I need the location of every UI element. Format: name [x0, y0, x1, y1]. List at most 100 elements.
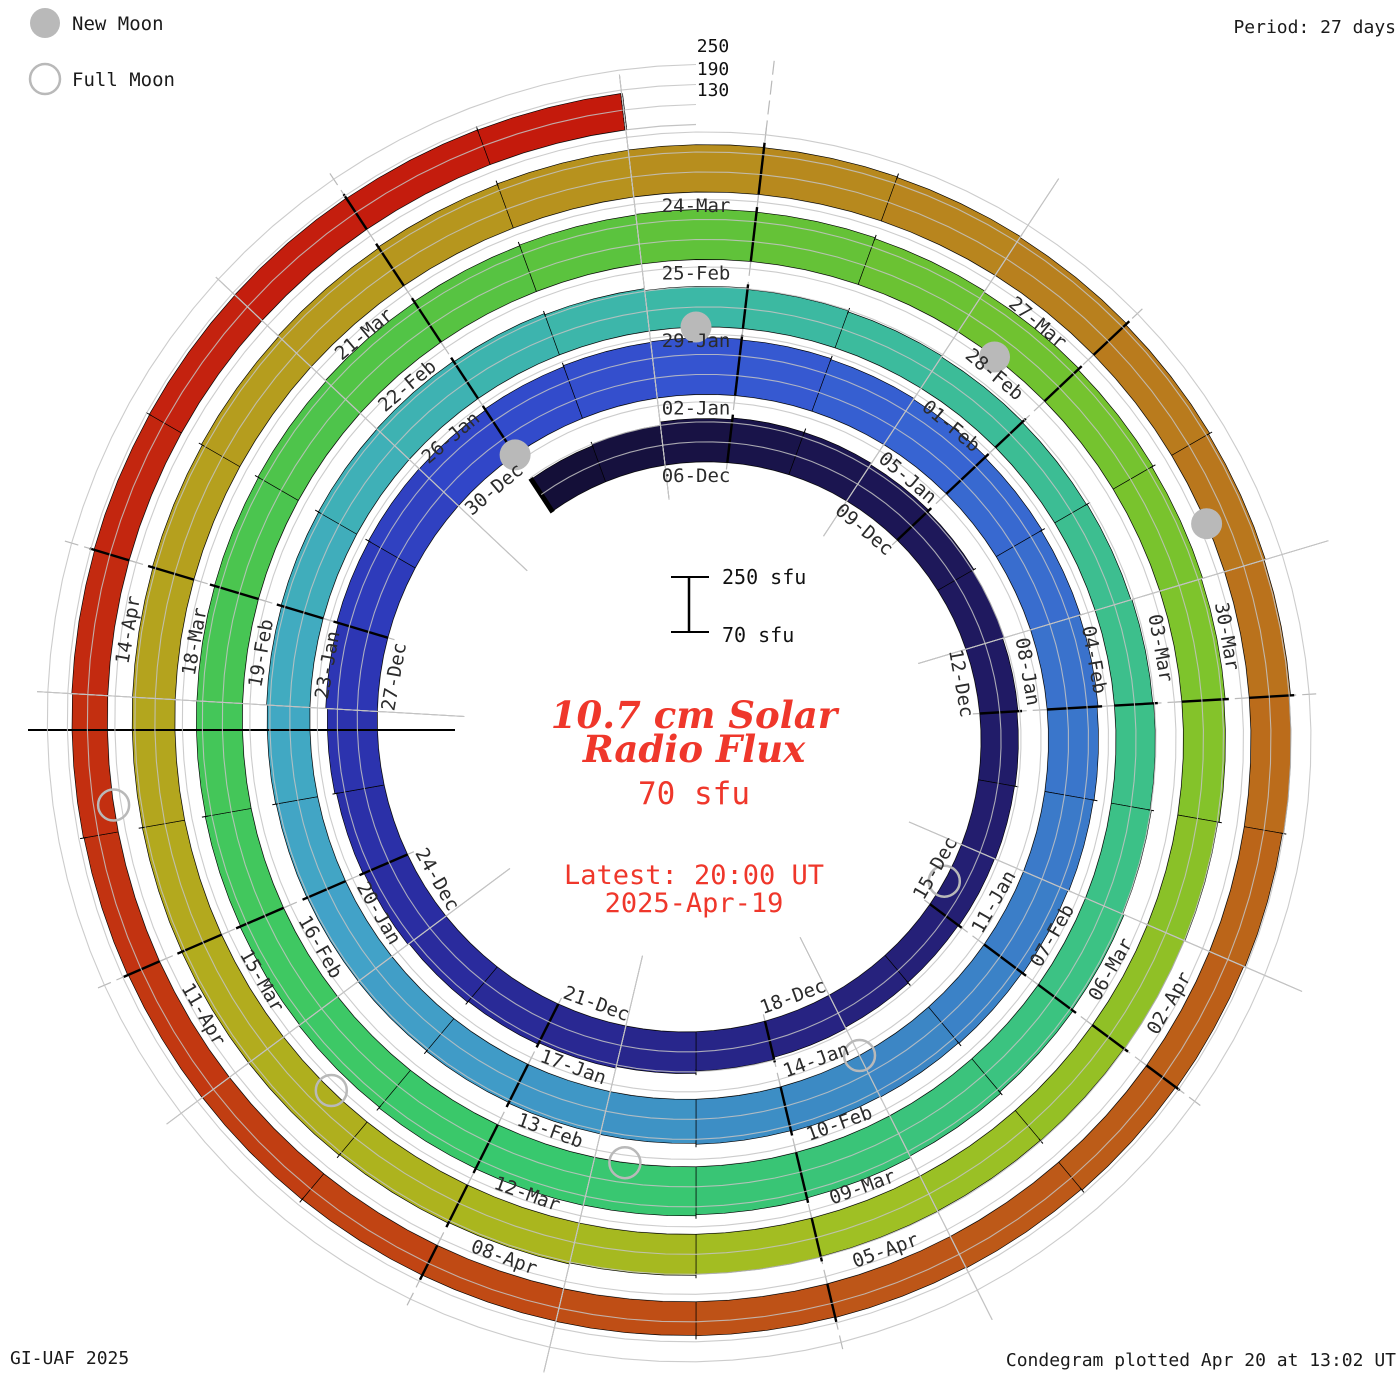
- day-tick: [138, 826, 145, 829]
- flux-day-segment: [1044, 706, 1099, 801]
- gridline-130sfu: [86, 103, 1272, 1323]
- three-day-divider: [1181, 697, 1229, 703]
- three-day-divider: [757, 142, 766, 195]
- three-day-divider: [375, 243, 405, 287]
- day-tick: [336, 1152, 342, 1159]
- three-day-divider: [1114, 701, 1158, 707]
- three-day-divider: [733, 334, 744, 396]
- three-day-divider: [235, 906, 284, 930]
- gridline-tick: [769, 80, 773, 95]
- three-day-divider: [358, 853, 408, 877]
- three-day-divider: [979, 709, 1023, 715]
- radial-gridline: [618, 74, 670, 500]
- day-tick: [332, 792, 339, 795]
- flux-day-segment: [477, 93, 627, 165]
- radial-gridline: [37, 691, 465, 717]
- three-day-divider: [1092, 320, 1131, 356]
- day-tick: [803, 428, 807, 435]
- three-day-divider: [794, 1152, 810, 1204]
- flux-scale-bar: 250 sfu 70 sfu: [671, 565, 806, 647]
- plot-title-line2: Radio Flux: [582, 727, 806, 771]
- three-day-divider: [333, 620, 389, 639]
- date-label: 29-Jan: [662, 330, 731, 352]
- flux-day-segment: [1177, 698, 1226, 823]
- three-day-divider: [410, 297, 442, 343]
- day-tick: [561, 362, 565, 369]
- flux-day-segment: [141, 819, 222, 953]
- spiral-start-cap: [528, 477, 555, 514]
- full-moon-icon: [28, 62, 62, 96]
- day-tick: [495, 180, 499, 187]
- flux-day-segment: [591, 424, 666, 483]
- flux-day-segment: [569, 1222, 697, 1276]
- day-tick: [956, 1040, 962, 1047]
- three-day-divider: [1091, 1024, 1129, 1053]
- day-tick: [423, 1048, 429, 1055]
- three-day-divider: [779, 1086, 794, 1136]
- spiral-chart: 30-Dec 29-Jan 27-Feb 29-Mar 15-Dec 13-Jan 12-F…: [28, 60, 1329, 1373]
- three-day-divider: [342, 193, 368, 230]
- three-day-divider: [472, 1124, 499, 1174]
- day-tick: [1039, 528, 1046, 533]
- three-day-divider: [418, 1244, 439, 1281]
- flux-day-segment: [1085, 802, 1152, 915]
- day-tick: [517, 241, 521, 248]
- flux-day-segment: [1110, 702, 1156, 811]
- flux-day-segment: [496, 149, 635, 229]
- date-label: 24-Mar: [662, 195, 731, 217]
- day-tick: [376, 1105, 382, 1111]
- three-day-divider: [741, 284, 750, 329]
- day-tick: [1079, 1187, 1085, 1193]
- day-tick: [1206, 431, 1213, 436]
- day-tick: [873, 234, 877, 241]
- center-title-block: 10.7 cm Solar Radio Flux 70 sfu Latest: …: [551, 693, 840, 919]
- day-tick: [970, 567, 977, 572]
- current-flux-value: 70 sfu: [638, 776, 750, 812]
- day-tick: [847, 307, 851, 314]
- day-tick: [1091, 799, 1098, 802]
- three-day-divider: [749, 206, 759, 262]
- flux-day-segment: [695, 1217, 822, 1275]
- three-day-divider: [945, 453, 990, 495]
- day-tick: [272, 803, 279, 806]
- day-tick: [80, 837, 87, 840]
- three-day-divider: [994, 417, 1027, 449]
- radial-gridline: [918, 540, 1329, 664]
- day-tick: [201, 815, 208, 818]
- full-moon-marker: 14-Mar: [314, 1073, 349, 1108]
- radial-gridline: [166, 868, 511, 1125]
- flux-day-segment: [327, 708, 385, 795]
- radial-gridline: [799, 937, 993, 1321]
- gridline-tick: [767, 100, 771, 115]
- flux-day-segment: [1243, 695, 1292, 834]
- flux-day-segment: [615, 1025, 697, 1074]
- flux-day-segment: [204, 808, 284, 927]
- three-day-divider: [450, 356, 480, 400]
- new-moon-marker: 30-Dec: [499, 439, 531, 471]
- new-moon-marker: 29-Mar: [1191, 508, 1223, 540]
- scale-bar-bottom-label: 70 sfu: [722, 623, 794, 647]
- three-day-divider: [1145, 1064, 1181, 1092]
- credit-label: GI-UAF 2025: [10, 1348, 129, 1369]
- latest-date-label: 2025-Apr-19: [605, 888, 784, 919]
- three-day-divider: [445, 1184, 469, 1228]
- flux-day-segment: [695, 1020, 775, 1072]
- day-tick: [299, 1197, 304, 1203]
- day-tick: [896, 173, 899, 180]
- flux-day-segment: [1147, 814, 1219, 942]
- radial-scale-130: 130: [697, 80, 730, 101]
- flux-day-segment: [635, 209, 757, 265]
- plot-title-line1: 10.7 cm Solar: [551, 693, 840, 737]
- three-day-divider: [302, 880, 346, 901]
- day-tick: [254, 474, 261, 479]
- full-moon-marker: 15-Dec: [927, 864, 962, 898]
- radial-scale-labels: 250 190 130: [697, 36, 730, 101]
- three-day-divider: [896, 507, 933, 541]
- date-label: 06-Dec: [662, 465, 731, 487]
- gridline-190sfu: [66, 83, 1292, 1343]
- latest-time-label: Latest: 20:00 UT: [564, 860, 824, 891]
- day-tick: [543, 310, 546, 317]
- new-moon-icon: [30, 8, 60, 38]
- day-tick: [906, 980, 911, 986]
